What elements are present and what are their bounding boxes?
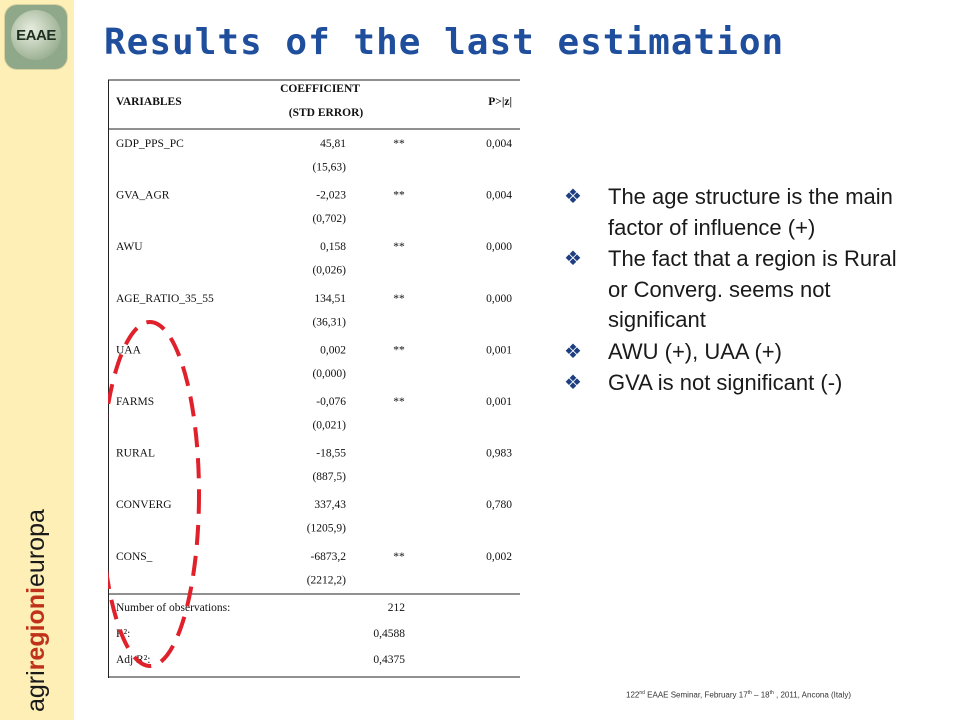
regression-table: VARIABLES COEFFICIENT (STD ERROR) P>|z| GDP_… bbox=[108, 74, 520, 680]
table-p-value-cell: 0,002 bbox=[486, 551, 512, 563]
diamond-bullet-icon: ❖ bbox=[564, 340, 582, 363]
table-variable-cell: AWU bbox=[116, 241, 143, 253]
footer-text: – 18 bbox=[751, 690, 770, 700]
bullet-list: ❖ The age structure is the main factor of… bbox=[560, 182, 920, 400]
table-variable-cell: UAA bbox=[116, 344, 142, 356]
table-coefficient-cell: 337,43 bbox=[314, 499, 346, 511]
diamond-bullet-icon: ❖ bbox=[564, 248, 582, 270]
bullet-item: ❖ GVA is not significant (-) bbox=[560, 368, 920, 399]
bullet-item: ❖ AWU (+), UAA (+) bbox=[560, 337, 920, 368]
table-coefficient-cell: -6873,2 bbox=[311, 551, 347, 563]
footer-sup: nd bbox=[639, 690, 645, 696]
diamond-bullet-icon: ❖ bbox=[564, 372, 582, 394]
bullet-text: The age structure is the main factor of … bbox=[608, 184, 893, 240]
footer-sup: th bbox=[747, 690, 752, 696]
table-p-value-cell: 0,001 bbox=[486, 344, 512, 356]
table-variable-cell: RURAL bbox=[116, 448, 155, 460]
eaae-logo: EAAE bbox=[5, 5, 67, 69]
table-p-value-cell: 0,001 bbox=[486, 396, 512, 408]
sidebar-brand: agriregionieuropa bbox=[22, 509, 51, 712]
bullet-item: ❖ The age structure is the main factor of… bbox=[560, 182, 920, 243]
brand-part-regioni: regioni bbox=[22, 586, 50, 671]
table-significance-cell: ** bbox=[393, 293, 405, 305]
stats-value: 212 bbox=[388, 602, 406, 614]
globe-icon bbox=[11, 10, 61, 60]
diamond-bullet-icon: ❖ bbox=[564, 186, 582, 208]
table-variable-cell: AGE_RATIO_35_55 bbox=[116, 293, 214, 305]
table-std-error-cell: (0,000) bbox=[312, 368, 346, 380]
table-std-error-cell: (0,702) bbox=[312, 213, 346, 225]
table-p-value-cell: 0,983 bbox=[486, 448, 512, 460]
highlight-ellipse bbox=[108, 320, 201, 668]
table-coefficient-cell: -2,023 bbox=[316, 190, 346, 202]
table-significance-cell: ** bbox=[393, 241, 405, 253]
logo-text: EAAE bbox=[16, 27, 56, 44]
header-p-value: P>|z| bbox=[488, 96, 512, 108]
table-coefficient-cell: -0,076 bbox=[316, 396, 346, 408]
table-p-value-cell: 0,004 bbox=[486, 138, 512, 150]
table-coefficient-cell: -18,55 bbox=[316, 448, 346, 460]
table-std-error-cell: (887,5) bbox=[312, 471, 346, 483]
bullet-text: GVA is not significant (-) bbox=[608, 370, 843, 395]
slide-title: Results of the last estimation bbox=[104, 22, 785, 63]
footer-number: 122 bbox=[626, 690, 640, 700]
table-significance-cell: ** bbox=[393, 344, 405, 356]
stats-label: Number of observations: bbox=[116, 602, 230, 614]
table-coefficient-cell: 45,81 bbox=[320, 138, 346, 150]
bullet-item: ❖ The fact that a region is Rural or Conv… bbox=[560, 244, 920, 336]
table-std-error-cell: (1205,9) bbox=[307, 523, 346, 535]
table-variable-cell: CONS_ bbox=[116, 551, 153, 563]
table-significance-cell: ** bbox=[393, 396, 405, 408]
table-p-value-cell: 0,004 bbox=[486, 190, 512, 202]
table-p-value-cell: 0,780 bbox=[486, 499, 512, 511]
table-std-error-cell: (15,63) bbox=[312, 162, 346, 174]
bullet-text: The fact that a region is Rural or Conve… bbox=[608, 246, 897, 332]
table-coefficient-cell: 0,002 bbox=[320, 344, 346, 356]
brand-part-agri: agri bbox=[22, 670, 50, 712]
table-coefficient-cell: 134,51 bbox=[314, 293, 346, 305]
brand-part-europa: europa bbox=[22, 509, 50, 587]
table-std-error-cell: (0,026) bbox=[312, 265, 346, 277]
header-std-error: (STD ERROR) bbox=[289, 107, 364, 119]
stats-value: 0,4588 bbox=[373, 628, 405, 640]
table-std-error-cell: (0,021) bbox=[312, 420, 346, 432]
table-p-value-cell: 0,000 bbox=[486, 241, 512, 253]
bullet-text: AWU (+), UAA (+) bbox=[608, 338, 782, 364]
table-variable-cell: CONVERG bbox=[116, 499, 172, 511]
table-variable-cell: FARMS bbox=[116, 396, 154, 408]
regression-table-svg: VARIABLES COEFFICIENT (STD ERROR) P>|z| GDP_… bbox=[108, 79, 520, 678]
table-variable-cell: GDP_PPS_PC bbox=[116, 138, 184, 150]
stats-value: 0,4375 bbox=[373, 654, 405, 666]
footer-text: , 2011, Ancona (Italy) bbox=[773, 690, 852, 700]
footer-citation: 122nd EAAE Seminar, February 17th – 18th… bbox=[626, 690, 851, 700]
table-variable-cell: GVA_AGR bbox=[116, 190, 170, 202]
table-significance-cell: ** bbox=[393, 551, 405, 563]
footer-text: EAAE Seminar, February 17 bbox=[644, 690, 748, 700]
footer-sup: th bbox=[769, 690, 774, 696]
table-std-error-cell: (2212,2) bbox=[307, 574, 346, 586]
sidebar: EAAE agriregionieuropa bbox=[0, 0, 74, 720]
table-significance-cell: ** bbox=[393, 138, 405, 150]
table-coefficient-cell: 0,158 bbox=[320, 241, 346, 253]
table-p-value-cell: 0,000 bbox=[486, 293, 512, 305]
table-std-error-cell: (36,31) bbox=[312, 316, 346, 328]
header-variables: VARIABLES bbox=[116, 96, 182, 108]
table-significance-cell: ** bbox=[393, 190, 405, 202]
header-coefficient: COEFFICIENT bbox=[280, 83, 360, 95]
